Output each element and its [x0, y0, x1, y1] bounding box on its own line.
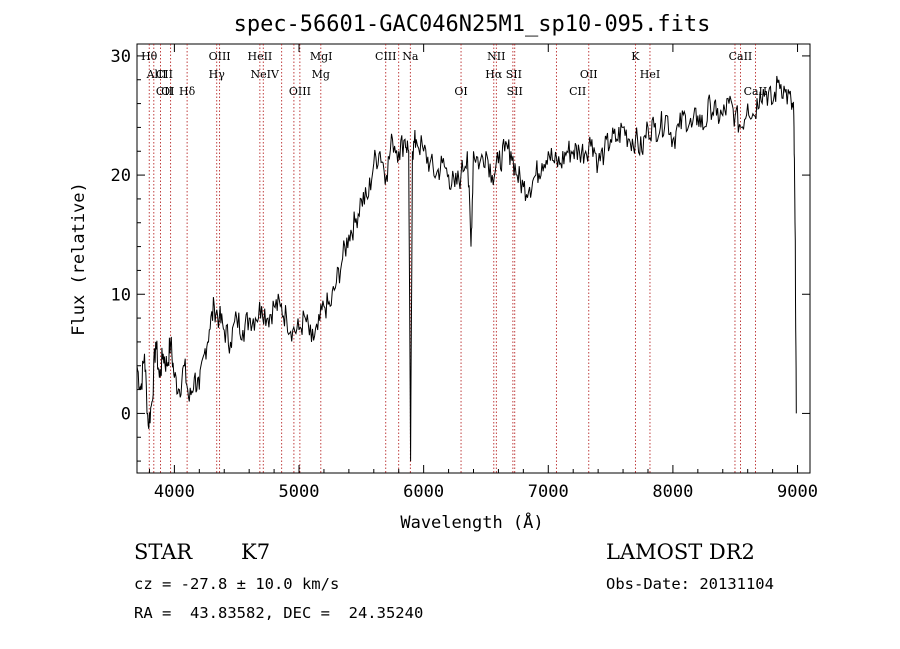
x-axis-ticks: 4000 5000 6000 7000 8000 9000: [148, 44, 818, 502]
line-label-20: OI: [161, 85, 174, 98]
line-label-4: Hγ: [209, 68, 226, 81]
object-subclass: K7: [241, 540, 271, 564]
line-label-19: Hδ: [179, 85, 196, 98]
line-label-17: CaII: [729, 50, 753, 63]
line-label-0: Hθ: [141, 50, 158, 63]
x-tick-label-3: 7000: [528, 482, 569, 502]
chart-title: spec-56601-GAC046N25M1_sp10-095.fits: [234, 12, 711, 37]
line-label-13: SII: [506, 68, 522, 81]
line-label-2: CII: [156, 68, 173, 81]
y-tick-label-1: 10: [111, 285, 131, 305]
y-tick-label-3: 30: [111, 47, 131, 67]
line-label-25: CaII: [744, 85, 768, 98]
x-tick-label-5: 9000: [777, 482, 818, 502]
x-tick-label-0: 4000: [154, 482, 195, 502]
line-label-10: Na: [402, 50, 419, 63]
x-tick-label-2: 6000: [403, 482, 444, 502]
redshift-info: cz = -27.8 ± 10.0 km/s: [134, 575, 340, 593]
x-tick-label-1: 5000: [279, 482, 320, 502]
x-tick-label-4: 8000: [652, 482, 693, 502]
plot-frame: [136, 43, 811, 474]
observation-date: Obs-Date: 20131104: [606, 575, 774, 593]
line-label-7: Mg: [312, 68, 330, 81]
line-label-8: MgI: [310, 50, 333, 63]
line-label-24: CII: [569, 85, 586, 98]
coordinates: RA = 43.83582, DEC = 24.35240: [134, 604, 424, 622]
line-label-11: NII: [487, 50, 505, 63]
spectrum-line: [136, 75, 797, 462]
y-tick-label-0: 0: [121, 404, 131, 424]
line-label-21: OIII: [289, 85, 311, 98]
spectral-line-markers: [148, 44, 756, 473]
line-label-6: NeIV: [251, 68, 280, 81]
line-label-22: OI: [454, 85, 467, 98]
y-tick-label-2: 20: [111, 166, 131, 186]
line-label-18: CII: [156, 85, 173, 98]
x-axis-label: Wavelength (Å): [400, 511, 543, 533]
line-label-12: Hα: [485, 68, 503, 81]
survey-name: LAMOST DR2: [606, 540, 755, 564]
line-label-16: HeI: [640, 68, 660, 81]
line-label-3: OIII: [209, 50, 231, 63]
line-label-1: AlII: [146, 68, 167, 81]
line-label-9: CIII: [375, 50, 396, 63]
y-axis-ticks: 0 10 20 30: [111, 47, 810, 462]
line-label-15: K: [631, 50, 640, 63]
y-axis-label: Flux (relative): [69, 182, 89, 336]
line-label-23: SII: [507, 85, 523, 98]
line-label-14: OII: [580, 68, 598, 81]
line-label-5: HeII: [247, 50, 272, 63]
object-class: STAR: [134, 540, 193, 564]
